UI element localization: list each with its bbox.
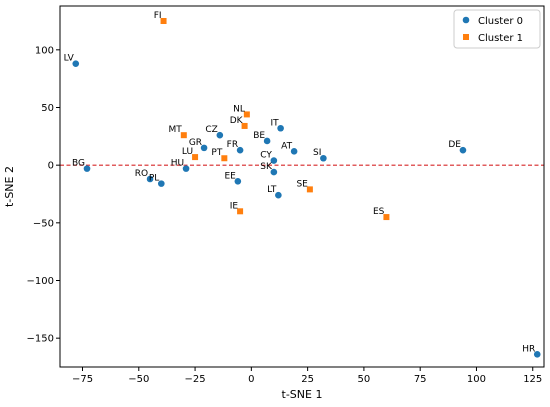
legend-marker-cluster-1: [463, 34, 469, 40]
x-tick-label: 25: [301, 374, 314, 385]
point-label-cy: CY: [260, 151, 272, 161]
point-lv: [72, 60, 80, 67]
point-ro: [146, 175, 154, 183]
point-label-bg: BG: [72, 159, 85, 169]
point-lt: [275, 191, 282, 199]
point-it: [277, 124, 284, 132]
y-tick-label: 50: [41, 103, 54, 114]
point-de: [459, 146, 467, 154]
point-fr: [236, 146, 244, 154]
point-label-mt: MT: [169, 125, 183, 135]
point-label-lv: LV: [64, 54, 75, 64]
y-axis-label: t-SNE 2: [3, 166, 16, 207]
y-tick-label: 100: [35, 45, 54, 56]
point-cz: [216, 131, 224, 139]
point-label-lt: LT: [267, 185, 277, 195]
point-at: [290, 148, 298, 155]
x-axis-label: t-SNE 1: [282, 388, 323, 401]
point-pt: [221, 155, 228, 162]
point-label-ro: RO: [135, 169, 148, 179]
point-label-ie: IE: [230, 201, 239, 211]
point-es: [383, 214, 390, 221]
x-tick-label: 125: [523, 374, 542, 385]
legend: Cluster 0 Cluster 1: [453, 9, 541, 49]
point-dk: [241, 122, 248, 129]
point-gr: [200, 144, 208, 152]
y-tick-label: −150: [27, 334, 54, 345]
point-label-hu: HU: [171, 159, 184, 169]
point-mt: [180, 132, 187, 139]
x-tick-label: 0: [248, 374, 254, 385]
point-nl: [243, 111, 250, 118]
point-be: [263, 137, 271, 145]
y-tick-label: 0: [48, 161, 54, 172]
x-tick-label: 50: [358, 374, 371, 385]
point-label-gr: GR: [189, 138, 202, 148]
point-fi: [160, 17, 167, 24]
point-hu: [182, 165, 190, 172]
point-label-se: SE: [296, 179, 308, 189]
legend-label-cluster-1: Cluster 1: [478, 33, 523, 44]
x-tick-label: −75: [72, 374, 93, 385]
point-label-fr: FR: [227, 140, 238, 150]
point-cy: [270, 157, 278, 164]
point-label-ee: EE: [224, 171, 236, 181]
point-label-cz: CZ: [205, 125, 217, 135]
point-lu: [192, 154, 199, 161]
point-label-lu: LU: [182, 147, 193, 157]
x-tick-label: −50: [128, 374, 149, 385]
point-label-sk: SK: [260, 162, 273, 172]
x-tick-label: 75: [414, 374, 427, 385]
point-label-de: DE: [448, 140, 461, 150]
point-hr: [533, 351, 541, 358]
point-label-fi: FI: [154, 11, 162, 21]
point-sk: [270, 168, 278, 176]
y-tick-label: −50: [33, 218, 54, 229]
point-bg: [83, 165, 91, 172]
point-label-dk: DK: [230, 116, 244, 126]
point-label-nl: NL: [233, 104, 245, 114]
x-tick-label: −25: [185, 374, 206, 385]
point-label-si: SI: [313, 148, 321, 158]
point-ee: [234, 178, 242, 185]
point-pl: [158, 180, 165, 187]
legend-marker-cluster-0: [462, 16, 470, 24]
point-label-it: IT: [270, 118, 279, 128]
point-si: [320, 154, 327, 162]
point-label-at: AT: [281, 141, 292, 151]
point-label-pt: PT: [211, 148, 222, 158]
plot-frame: [59, 5, 545, 368]
legend-box: [453, 9, 541, 49]
x-tick-label: 100: [467, 374, 486, 385]
point-label-hr: HR: [522, 344, 535, 354]
point-label-pl: PL: [149, 174, 159, 184]
legend-label-cluster-0: Cluster 0: [478, 16, 523, 27]
point-label-be: BE: [253, 131, 265, 141]
point-ie: [237, 208, 244, 215]
point-se: [306, 186, 313, 193]
point-label-es: ES: [373, 207, 385, 217]
y-tick-label: −100: [27, 276, 54, 287]
